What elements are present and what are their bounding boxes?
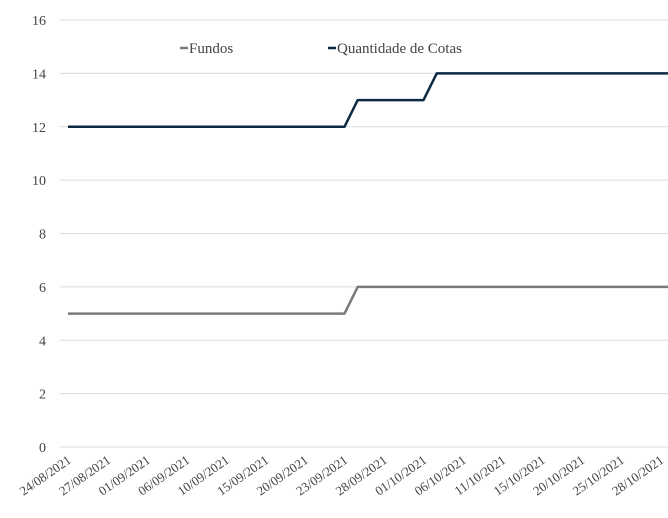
y-tick-label: 12 — [32, 121, 46, 136]
y-tick-label: 14 — [32, 67, 46, 82]
y-tick-label: 2 — [39, 388, 46, 403]
series-line — [68, 72, 668, 129]
legend-label: Quantidade de Cotas — [337, 41, 462, 57]
series-line — [68, 285, 668, 315]
y-tick-label: 8 — [39, 228, 46, 243]
legend-label: Fundos — [189, 41, 233, 57]
y-tick-label: 6 — [39, 281, 46, 296]
y-tick-label: 0 — [39, 441, 46, 456]
y-tick-label: 16 — [32, 14, 46, 29]
y-tick-label: 4 — [39, 334, 46, 349]
y-tick-label: 10 — [32, 174, 46, 189]
